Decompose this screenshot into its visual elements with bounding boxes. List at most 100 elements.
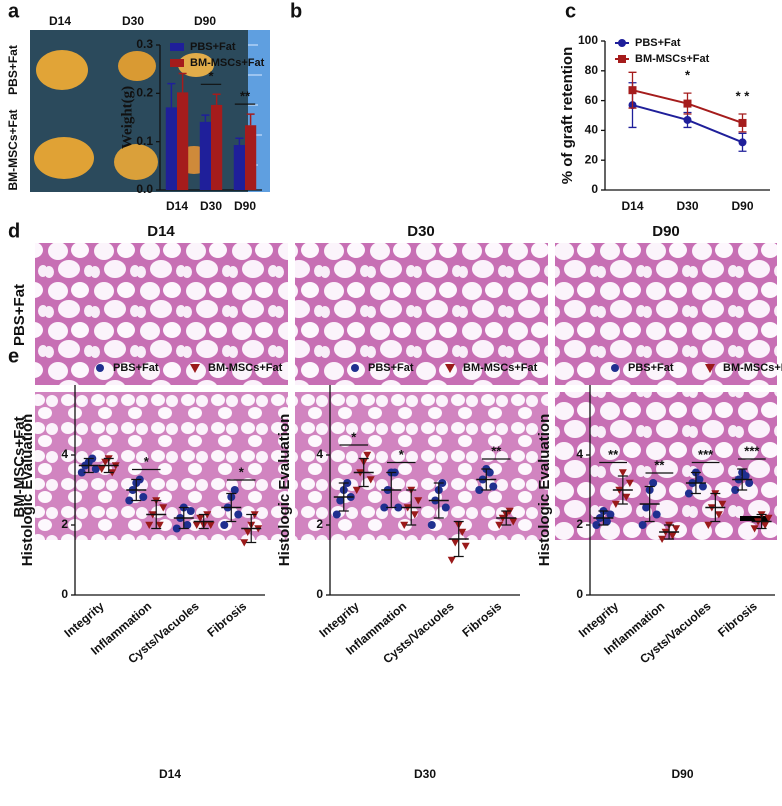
- marker: [145, 521, 154, 529]
- legend-swatch: [170, 59, 184, 67]
- marker: [97, 465, 106, 473]
- marker: [652, 510, 661, 519]
- marker: [394, 503, 403, 512]
- x-tick-label: Integrity: [316, 599, 362, 640]
- sd-bar: [481, 468, 492, 491]
- sd-bar: [198, 513, 209, 530]
- photo-row-label: BM-MSCs+Fat: [6, 109, 20, 190]
- marker: [704, 521, 713, 529]
- significance-label: *: [144, 454, 150, 469]
- error-bar: [235, 137, 244, 146]
- marker: [698, 482, 707, 491]
- marker: [684, 489, 693, 498]
- marker: [220, 521, 229, 529]
- marker: [400, 521, 409, 529]
- legend-label: BM-MSCs+Fat: [723, 362, 782, 374]
- bar: [245, 125, 257, 190]
- marker: [101, 458, 110, 466]
- sd-bar: [690, 471, 701, 495]
- marker: [750, 525, 759, 533]
- legend-label: PBS+Fat: [368, 362, 414, 374]
- marker: [332, 510, 341, 519]
- histology-column-label: D90: [652, 223, 680, 240]
- legend-label: PBS+Fat: [113, 362, 159, 374]
- significance-label: *: [351, 429, 357, 444]
- marker: [91, 465, 100, 473]
- marker: [764, 514, 773, 522]
- legend-marker: [445, 364, 455, 373]
- y-axis-label: Histologic Evaluation: [19, 414, 36, 567]
- significance-label: *: [239, 464, 245, 479]
- x-tick-label: D30: [676, 199, 698, 213]
- legend-marker: [618, 55, 626, 63]
- y-tick-label: 4: [576, 447, 583, 461]
- x-axis-label: D14: [159, 767, 181, 781]
- sd-bar: [664, 524, 675, 540]
- marker: [495, 521, 504, 529]
- marker: [628, 86, 637, 95]
- y-tick-label: 0: [591, 182, 598, 196]
- bar: [199, 121, 211, 190]
- marker: [427, 521, 436, 529]
- marker: [139, 493, 148, 501]
- bar: [211, 104, 223, 190]
- sd-bar: [453, 520, 464, 558]
- panel-label: a: [8, 0, 20, 22]
- marker: [618, 469, 627, 477]
- y-axis-label: Histologic Evaluation: [536, 414, 553, 567]
- y-tick-label: 100: [578, 33, 598, 47]
- significance-label: *: [208, 69, 214, 84]
- sd-bar: [756, 513, 767, 530]
- significance-label: ***: [744, 443, 760, 458]
- x-tick-label: D14: [166, 199, 188, 213]
- y-axis-label: Weight(g): [119, 86, 135, 149]
- significance-label: **: [654, 457, 665, 472]
- x-axis-label: D90: [671, 767, 693, 781]
- x-tick-label: Integrity: [61, 599, 107, 640]
- significance-label: *: [685, 68, 691, 83]
- legend-marker: [190, 364, 200, 373]
- marker: [172, 524, 181, 533]
- sd-bar: [178, 506, 189, 530]
- significance-label: **: [608, 447, 619, 462]
- x-tick-label: Fibrosis: [459, 599, 504, 640]
- marker: [638, 521, 647, 529]
- sd-bar: [338, 482, 349, 512]
- sd-bar: [737, 468, 748, 491]
- x-tick-label: Fibrosis: [204, 599, 249, 640]
- marker: [592, 521, 601, 529]
- y-tick-label: 4: [61, 447, 68, 461]
- marker: [738, 118, 747, 127]
- photo-column-label: D90: [194, 14, 216, 28]
- sd-bar: [83, 457, 94, 474]
- marker: [622, 493, 631, 501]
- y-tick-label: 0: [61, 587, 68, 601]
- marker: [336, 496, 345, 505]
- legend-marker: [618, 39, 626, 47]
- marker: [234, 510, 243, 519]
- photo-row-label: PBS+Fat: [6, 45, 20, 95]
- marker: [461, 542, 470, 550]
- marker: [611, 500, 620, 508]
- histology-column-label: D14: [147, 223, 175, 240]
- error-bar: [246, 113, 255, 126]
- marker: [155, 521, 164, 529]
- significance-label: **: [491, 443, 502, 458]
- panel-label: c: [565, 0, 576, 22]
- y-axis-label: % of graft retention: [559, 47, 576, 185]
- marker: [441, 503, 450, 512]
- marker: [509, 518, 518, 526]
- legend-marker: [96, 364, 104, 372]
- y-tick-label: 0: [316, 587, 323, 601]
- marker: [414, 497, 423, 505]
- histology-row-label: BM-MSCs+Fat: [11, 416, 28, 517]
- y-tick-label: 0.3: [136, 37, 153, 51]
- y-tick-label: 80: [585, 63, 599, 77]
- y-tick-label: 60: [585, 93, 599, 107]
- sd-bar: [103, 457, 114, 474]
- y-tick-label: 20: [585, 152, 599, 166]
- marker: [447, 556, 456, 564]
- significance-label: **: [240, 89, 251, 104]
- x-tick-label: D90: [234, 199, 256, 213]
- legend-label: PBS+Fat: [628, 362, 674, 374]
